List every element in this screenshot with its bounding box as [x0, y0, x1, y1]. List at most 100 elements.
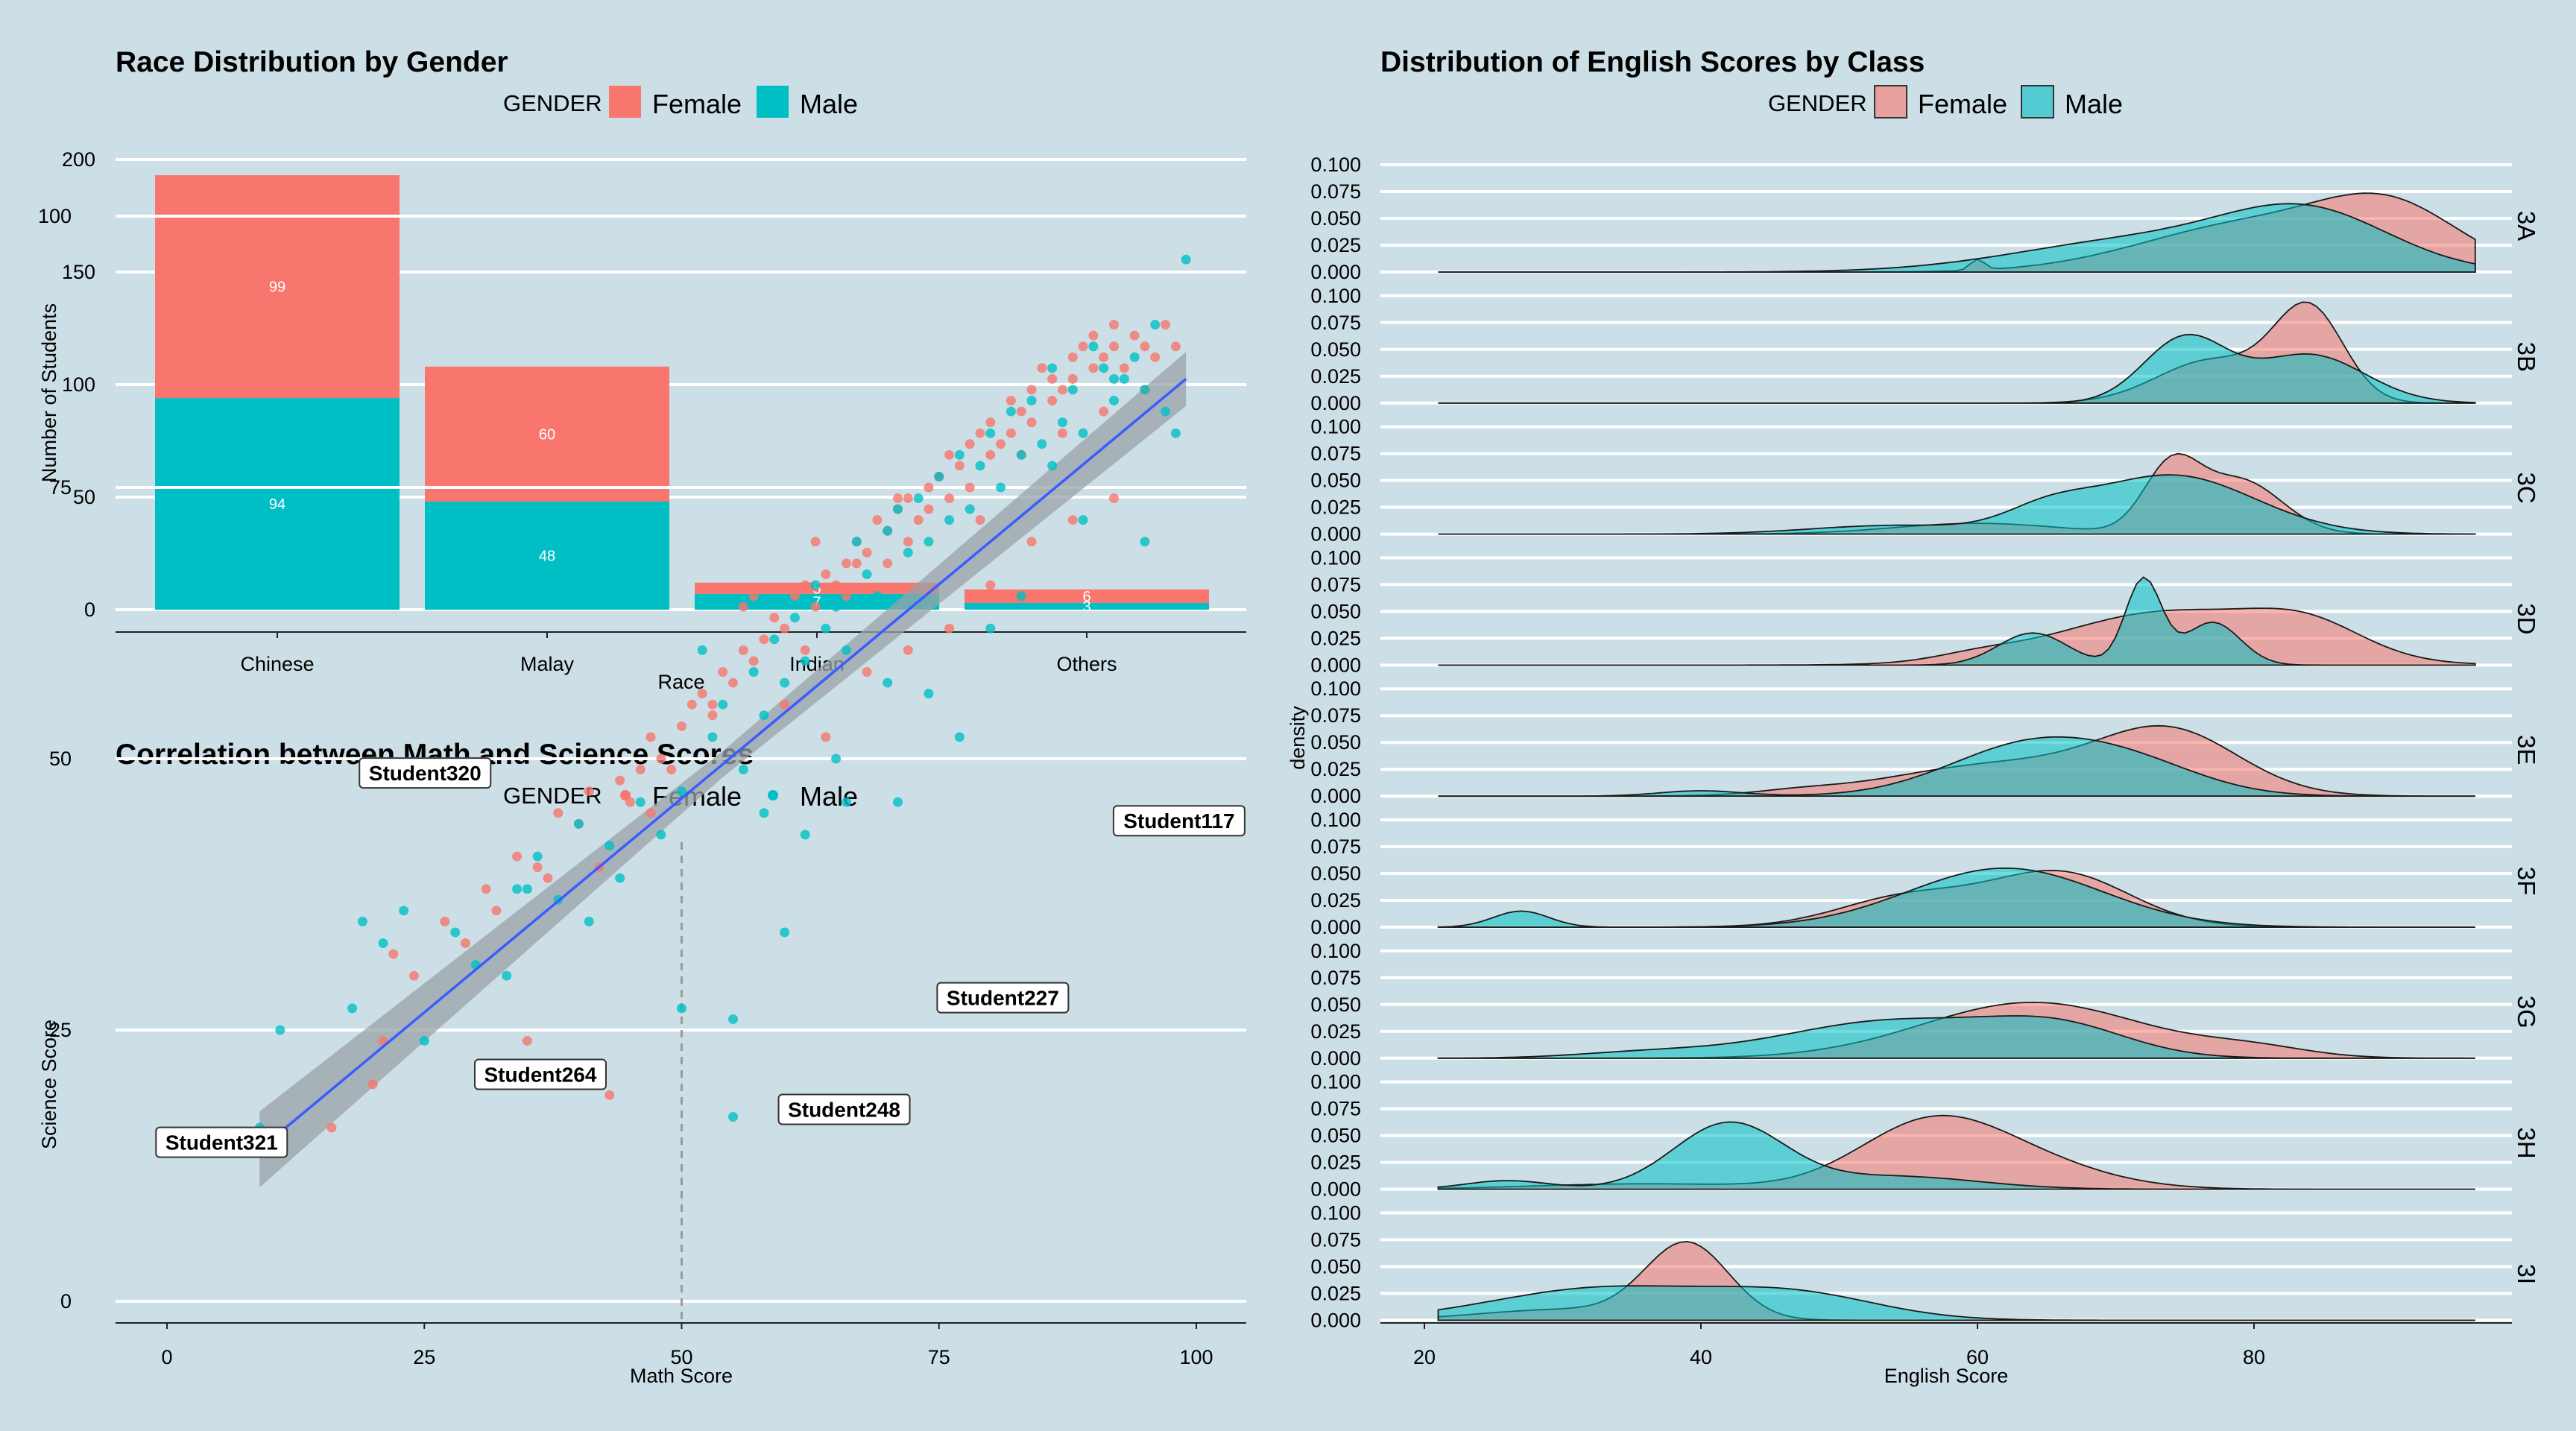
scatter-point-male	[1109, 373, 1120, 384]
scatter-point-male	[1140, 537, 1150, 547]
density-curve-male	[1438, 736, 2475, 797]
density-curve-female	[1437, 1114, 2475, 1190]
bar-legend-title: GENDER	[503, 90, 602, 116]
density-panel-3i: 0.000 0.025 0.050 0.075 0.100 3I	[1310, 1201, 2540, 1331]
density-y-tick-label: 0.025	[1310, 234, 1361, 256]
bar-male-others	[965, 602, 1209, 610]
density-y-tick-label: 0.075	[1310, 443, 1361, 465]
scatter-point-male	[707, 732, 718, 742]
scatter-x-axis-label: Math Score	[630, 1365, 733, 1387]
scatter-point-male	[1057, 417, 1067, 428]
scatter-point-male	[1181, 254, 1191, 265]
scatter-point-male	[1129, 352, 1140, 362]
density-panel-3h: 0.000 0.025 0.050 0.075 0.100 3H	[1310, 1071, 2540, 1201]
scatter-annotation-box	[155, 1126, 288, 1158]
density-strip-label: 3E	[2513, 735, 2540, 765]
density-y-tick-label: 0.025	[1310, 627, 1361, 649]
scatter-point-male	[718, 699, 728, 710]
scatter-point-male	[934, 471, 944, 481]
density-y-tick-label: 0.000	[1310, 261, 1361, 283]
bar-chart-title: Race Distribution by Gender	[116, 46, 508, 78]
bar-plot-area: 0501001502009499Chinese4860Malay75Indian…	[62, 148, 1246, 675]
scatter-annotation-box	[777, 1093, 911, 1125]
scatter-point-female	[769, 613, 780, 623]
density-y-axis-label: density	[1287, 706, 1309, 770]
scatter-point-female	[460, 938, 470, 949]
scatter-point-female	[862, 667, 872, 677]
scatter-point-female	[707, 699, 718, 710]
scatter-y-tick-label: 25	[49, 1019, 72, 1041]
density-legend-title: GENDER	[1768, 90, 1867, 116]
scatter-point-male	[573, 818, 584, 829]
scatter-point-female	[789, 591, 800, 601]
density-y-tick-label: 0.000	[1310, 523, 1361, 546]
scatter-point-male	[810, 580, 821, 590]
scatter-point-female	[1088, 330, 1099, 341]
density-y-tick-label: 0.025	[1310, 889, 1361, 912]
scatter-point-female	[810, 601, 821, 612]
density-strip-label: 3I	[2513, 1264, 2540, 1285]
scatter-point-female	[326, 1122, 337, 1133]
scatter-point-male	[1047, 363, 1058, 373]
scatter-point-male	[1161, 406, 1171, 417]
density-y-tick-label: 0.075	[1310, 573, 1361, 596]
scatter-annotation-label: Student227	[947, 987, 1059, 1010]
scatter-point-male	[399, 906, 409, 916]
density-y-tick-label: 0.050	[1310, 862, 1361, 885]
scatter-point-female	[738, 645, 748, 655]
scatter-point-male	[677, 786, 686, 797]
scatter-point-female	[1099, 352, 1109, 362]
density-y-tick-label: 0.075	[1310, 1098, 1361, 1120]
density-y-tick-label: 0.050	[1310, 470, 1361, 492]
scatter-point-female	[512, 851, 523, 862]
scatter-point-male	[985, 428, 996, 438]
scatter-confidence-band	[259, 352, 1187, 1188]
scatter-point-male	[841, 645, 851, 655]
density-y-tick-label: 0.050	[1310, 207, 1361, 230]
scatter-point-male	[851, 537, 862, 547]
scatter-point-male	[522, 884, 532, 894]
scatter-point-male	[893, 504, 903, 514]
scatter-point-female	[944, 493, 955, 504]
scatter-point-female	[1170, 341, 1181, 352]
scatter-point-male	[800, 656, 810, 666]
density-y-tick-label: 0.025	[1310, 1282, 1361, 1304]
scatter-point-female	[408, 970, 419, 981]
scatter-point-female	[903, 493, 913, 504]
scatter-annotation-box	[936, 982, 1070, 1014]
density-y-tick-label: 0.100	[1310, 677, 1361, 700]
density-curve-male	[1437, 1285, 2475, 1321]
bar-y-tick-label: 0	[84, 598, 95, 621]
density-chart-title: Distribution of English Scores by Class	[1380, 46, 1925, 78]
scatter-point-male	[1016, 591, 1026, 601]
density-strip-label: 3F	[2513, 867, 2540, 896]
density-legend-swatch-female	[1874, 85, 1907, 119]
density-y-tick-label: 0.050	[1310, 1125, 1361, 1147]
scatter-point-male	[1078, 515, 1088, 525]
density-curve-male	[1437, 867, 2475, 928]
scatter-point-male	[604, 840, 615, 850]
bar-y-tick-label: 200	[62, 148, 95, 171]
scatter-point-female	[1109, 493, 1120, 504]
bar-male-malay	[425, 502, 669, 610]
bar-female-others	[965, 589, 1209, 603]
scatter-legend-dot-male	[768, 790, 778, 800]
density-legend-label-male: Male	[2065, 89, 2123, 119]
bar-female-chinese	[155, 175, 400, 399]
scatter-annotation-label: Student248	[788, 1098, 900, 1121]
scatter-point-female	[388, 949, 399, 959]
scatter-point-male	[883, 677, 893, 688]
scatter-point-female	[996, 439, 1006, 449]
scatter-point-male	[1026, 396, 1037, 406]
scatter-point-female	[1047, 373, 1058, 384]
scatter-point-female	[872, 515, 883, 525]
density-y-tick-label: 0.000	[1310, 916, 1361, 938]
density-curve-female	[1438, 607, 2476, 666]
scatter-point-male	[985, 623, 996, 634]
bar-data-label: 99	[269, 279, 285, 296]
scatter-point-male	[1170, 428, 1181, 438]
scatter-point-male	[996, 482, 1006, 493]
density-x-axis-label: English Score	[1884, 1365, 2009, 1387]
scatter-point-female	[1129, 330, 1140, 341]
bar-data-label: 60	[539, 426, 555, 443]
